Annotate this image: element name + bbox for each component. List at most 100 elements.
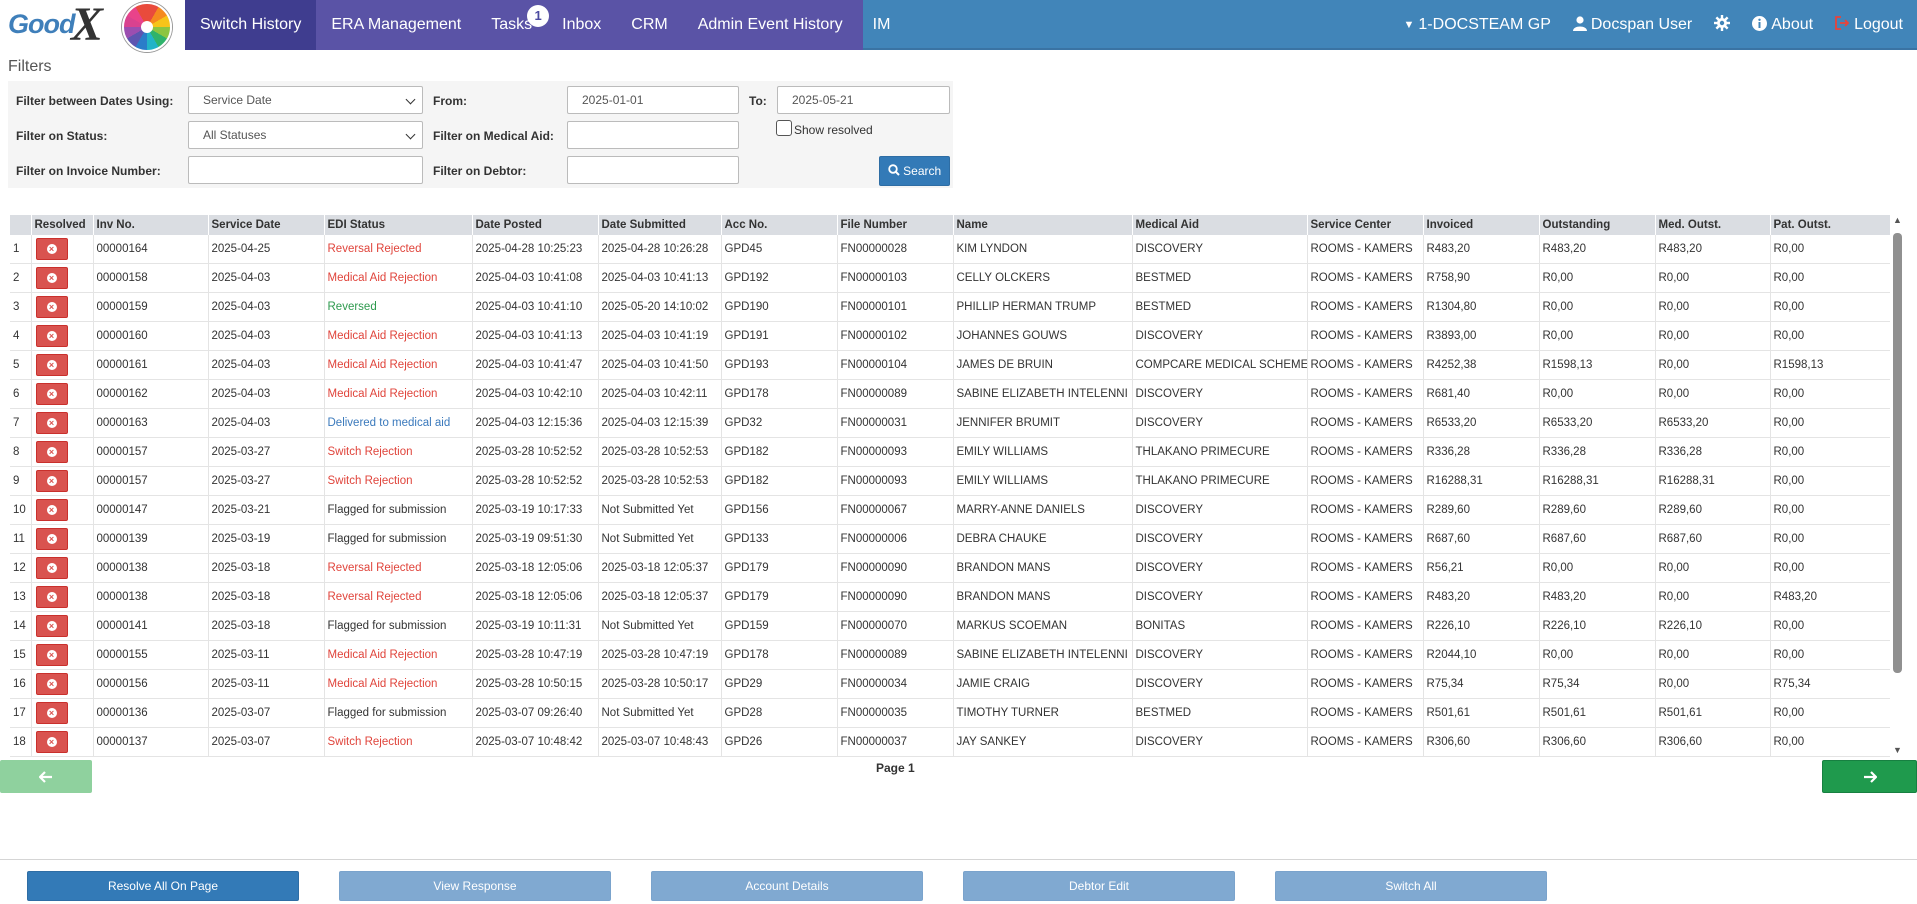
tab-era-management[interactable]: ERA Management [331, 16, 462, 33]
debtor-input[interactable] [567, 156, 739, 184]
scroll-up-icon[interactable]: ▲ [1893, 215, 1902, 225]
resolve-button[interactable]: × [35, 238, 68, 260]
scroll-down-icon[interactable]: ▼ [1893, 745, 1902, 755]
previous-page-button[interactable] [0, 760, 92, 793]
col-resolved[interactable]: Resolved [31, 215, 94, 235]
user-menu[interactable]: Docspan User [1572, 15, 1692, 35]
goodx-logo[interactable]: Good X [0, 0, 185, 52]
resolve-button[interactable]: × [35, 557, 68, 579]
table-row[interactable]: 10 × 00000147 2025-03-21 Flagged for submiss… [10, 495, 1890, 525]
col-acc-no[interactable]: Acc No. [721, 215, 838, 235]
switch-history-table-container: Resolved Inv No. Service Date EDI Status… [10, 215, 1890, 758]
col-service-center[interactable]: Service Center [1307, 215, 1424, 235]
col-medical-aid[interactable]: Medical Aid [1132, 215, 1308, 235]
account-details-button[interactable]: Account Details [651, 871, 923, 901]
table-row[interactable]: 5 × 00000161 2025-04-03 Medical Aid Rejectio… [10, 350, 1890, 380]
logout-link[interactable]: Logout [1835, 16, 1903, 34]
resolve-button[interactable]: × [35, 441, 68, 463]
resolve-button[interactable]: × [35, 296, 68, 318]
edi-status-cell: Medical Aid Rejection [324, 640, 473, 670]
name-cell: MARRY-ANNE DANIELS [953, 495, 1133, 525]
table-row[interactable]: 12 × 00000138 2025-03-18 Reversal Rejected 20… [10, 553, 1890, 583]
acc-no-cell: GPD156 [721, 495, 838, 525]
resolve-cell: × [31, 292, 94, 322]
from-date-input[interactable]: 2025-01-01 [567, 86, 739, 114]
resolve-button[interactable]: × [35, 325, 68, 347]
resolve-button[interactable]: × [35, 470, 68, 492]
row-number: 4 [10, 321, 32, 351]
outstanding-cell: R0,00 [1539, 553, 1656, 583]
tab-im[interactable]: IM [872, 16, 891, 33]
col-med-outst[interactable]: Med. Outst. [1655, 215, 1771, 235]
resolve-button[interactable]: × [35, 383, 68, 405]
edi-status-cell: Flagged for submission [324, 698, 473, 728]
inv-no-cell: 00000157 [93, 437, 209, 467]
resolve-button[interactable]: × [35, 267, 68, 289]
resolve-button[interactable]: × [35, 586, 68, 608]
resolve-button[interactable]: × [35, 702, 68, 724]
next-page-button[interactable] [1822, 760, 1917, 793]
view-response-button[interactable]: View Response [339, 871, 611, 901]
resolve-button[interactable]: × [35, 528, 68, 550]
status-select[interactable]: All Statuses [188, 121, 423, 149]
table-row[interactable]: 18 × 00000137 2025-03-07 Switch Rejection 202… [10, 727, 1890, 757]
table-vertical-scrollbar[interactable]: ▲ ▼ [1891, 215, 1905, 758]
scrollbar-thumb[interactable] [1893, 233, 1902, 673]
table-row[interactable]: 2 × 00000158 2025-04-03 Medical Aid Rejectio… [10, 263, 1890, 293]
about-link[interactable]: About [1752, 15, 1813, 35]
file-number-cell: FN00000103 [837, 263, 954, 293]
tab-tasks[interactable]: Tasks 1 [476, 0, 550, 50]
table-row[interactable]: 17 × 00000136 2025-03-07 Flagged for submiss… [10, 698, 1890, 728]
medical-aid-cell: DISCOVERY [1132, 495, 1308, 525]
resolve-button[interactable]: × [35, 354, 68, 376]
col-date-submitted[interactable]: Date Submitted [598, 215, 722, 235]
table-row[interactable]: 9 × 00000157 2025-03-27 Switch Rejection 2025… [10, 466, 1890, 496]
date-using-select[interactable]: Service Date [188, 86, 423, 114]
col-inv-no[interactable]: Inv No. [93, 215, 209, 235]
invoice-number-input[interactable] [188, 156, 423, 184]
col-edi-status[interactable]: EDI Status [324, 215, 473, 235]
table-row[interactable]: 13 × 00000138 2025-03-18 Reversal Rejected 20… [10, 582, 1890, 612]
show-resolved-label: Show resolved [794, 123, 873, 137]
search-button[interactable]: Search [879, 156, 950, 186]
medical-aid-cell: DISCOVERY [1132, 408, 1308, 438]
tab-inbox[interactable]: Inbox [562, 16, 602, 33]
table-row[interactable]: 8 × 00000157 2025-03-27 Switch Rejection 2025… [10, 437, 1890, 467]
table-row[interactable]: 7 × 00000163 2025-04-03 Delivered to medical… [10, 408, 1890, 438]
to-date-input[interactable]: 2025-05-21 [777, 86, 950, 114]
col-service-date[interactable]: Service Date [208, 215, 325, 235]
file-number-cell: FN00000035 [837, 698, 954, 728]
tab-switch-history[interactable]: Switch History [185, 0, 317, 50]
resolve-button[interactable]: × [35, 673, 68, 695]
col-pat-outst[interactable]: Pat. Outst. [1770, 215, 1890, 235]
table-row[interactable]: 1 × 00000164 2025-04-25 Reversal Rejected 202… [10, 235, 1890, 264]
table-row[interactable]: 11 × 00000139 2025-03-19 Flagged for submiss… [10, 524, 1890, 554]
col-name[interactable]: Name [953, 215, 1133, 235]
settings-button[interactable] [1714, 15, 1731, 35]
resolve-button[interactable]: × [35, 499, 68, 521]
table-row[interactable]: 16 × 00000156 2025-03-11 Medical Aid Rejecti… [10, 669, 1890, 699]
resolve-button[interactable]: × [35, 615, 68, 637]
tab-admin-event-history[interactable]: Admin Event History [697, 16, 843, 33]
col-file-number[interactable]: File Number [837, 215, 954, 235]
resolve-button[interactable]: × [35, 412, 68, 434]
col-date-posted[interactable]: Date Posted [472, 215, 599, 235]
acc-no-cell: GPD190 [721, 292, 838, 322]
table-row[interactable]: 14 × 00000141 2025-03-18 Flagged for submiss… [10, 611, 1890, 641]
name-cell: SABINE ELIZABETH INTELENNI [953, 640, 1133, 670]
col-outstanding[interactable]: Outstanding [1539, 215, 1656, 235]
table-row[interactable]: 15 × 00000155 2025-03-11 Medical Aid Rejecti… [10, 640, 1890, 670]
practice-selector[interactable]: ▼ 1-DOCSTEAM GP [1404, 16, 1551, 34]
switch-all-button[interactable]: Switch All [1275, 871, 1547, 901]
col-invoiced[interactable]: Invoiced [1423, 215, 1540, 235]
resolve-button[interactable]: × [35, 644, 68, 666]
resolve-all-on-page-button[interactable]: Resolve All On Page [27, 871, 299, 901]
resolve-button[interactable]: × [35, 731, 68, 753]
medical-aid-input[interactable] [567, 121, 739, 149]
show-resolved-checkbox[interactable] [776, 120, 792, 136]
table-row[interactable]: 3 × 00000159 2025-04-03 Reversed 2025-04-03 1… [10, 292, 1890, 322]
debtor-edit-button[interactable]: Debtor Edit [963, 871, 1235, 901]
table-row[interactable]: 6 × 00000162 2025-04-03 Medical Aid Rejectio… [10, 379, 1890, 409]
table-row[interactable]: 4 × 00000160 2025-04-03 Medical Aid Rejectio… [10, 321, 1890, 351]
tab-crm[interactable]: CRM [631, 16, 668, 33]
